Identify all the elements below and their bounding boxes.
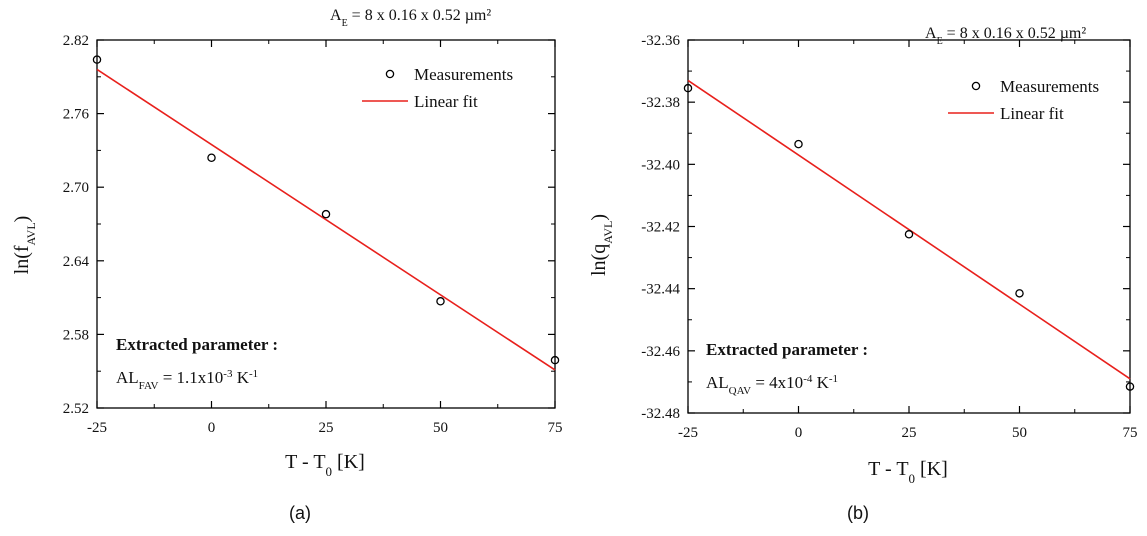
x-axis-label: T - T0 [K] [868, 458, 948, 486]
x-tick-label: 0 [208, 420, 216, 436]
x-tick-label: 50 [433, 420, 448, 436]
extracted-parameter-value: ALQAV = 4x10-4 K-1 [706, 373, 838, 397]
legend-marker-measurements [971, 81, 981, 91]
y-tick-label: 2.52 [63, 401, 89, 417]
x-axis-label: T - T0 [K] [285, 451, 365, 479]
extracted-parameter-value: ALFAV = 1.1x10-3 K-1 [116, 368, 258, 392]
legend-label-measurements: Measurements [414, 65, 513, 84]
x-tick-label: 75 [548, 420, 563, 436]
legend: Measurements Linear fit [948, 77, 1099, 123]
y-tick-label: -32.36 [641, 33, 680, 49]
y-tick-label: -32.38 [641, 95, 680, 111]
measurement-point [92, 55, 102, 64]
subfigure-caption: (b) [847, 503, 869, 523]
extracted-parameter-title: Extracted parameter : [116, 335, 278, 354]
emitter-area-label: AE = 8 x 0.16 x 0.52 µm² [330, 7, 491, 29]
legend: Measurements Linear fit [362, 65, 513, 111]
y-axis-label: ln(qAVL) [588, 214, 615, 276]
y-tick-label: 2.70 [63, 180, 89, 196]
subfigure-caption: (a) [289, 503, 311, 523]
y-tick-label: -32.44 [641, 282, 680, 298]
measurement-point [207, 153, 216, 163]
y-tick-label: -32.42 [641, 220, 680, 236]
measurement-point [550, 355, 560, 365]
measurement-point [904, 230, 914, 239]
x-tick-label: -25 [87, 420, 107, 436]
chart-panel-b: -25 0 25 50 75 -32.48 -32.46 -32.44 -32.42 -32.40… [588, 25, 1138, 523]
measurement-point [436, 297, 445, 306]
linear-fit-line [687, 79, 1131, 380]
legend-marker-measurements [385, 69, 395, 79]
y-tick-label: -32.48 [641, 406, 680, 422]
measurement-point [1015, 289, 1024, 298]
y-tick-label: 2.64 [63, 254, 90, 270]
y-tick-label: -32.46 [641, 344, 680, 360]
x-tick-label: 0 [795, 425, 803, 441]
chart-panel-a: -25 0 25 50 75 2.52 2.58 2.64 2.70 2.76 2.82 Measur… [11, 7, 563, 523]
x-tick-label: 50 [1012, 425, 1027, 441]
measurement-point [321, 209, 331, 219]
linear-fit-line [96, 68, 556, 371]
legend-label-measurements: Measurements [1000, 77, 1099, 96]
y-tick-label: 2.82 [63, 33, 89, 49]
x-tick-label: 25 [319, 420, 334, 436]
y-tick-label: 2.76 [63, 107, 90, 123]
extracted-parameter-title: Extracted parameter : [706, 340, 868, 359]
measurement-point [1125, 382, 1135, 391]
y-axis-label: ln(fAVL) [11, 216, 38, 275]
y-tick-label: 2.58 [63, 327, 89, 343]
x-tick-label: 25 [902, 425, 917, 441]
measurement-point [683, 83, 693, 93]
legend-label-linear-fit: Linear fit [414, 92, 478, 111]
legend-label-linear-fit: Linear fit [1000, 104, 1064, 123]
emitter-area-label: AE = 8 x 0.16 x 0.52 µm² [925, 25, 1086, 47]
x-tick-label: -25 [678, 425, 698, 441]
y-tick-label: -32.40 [641, 157, 680, 173]
x-tick-label: 75 [1123, 425, 1138, 441]
measurement-point [794, 139, 803, 149]
